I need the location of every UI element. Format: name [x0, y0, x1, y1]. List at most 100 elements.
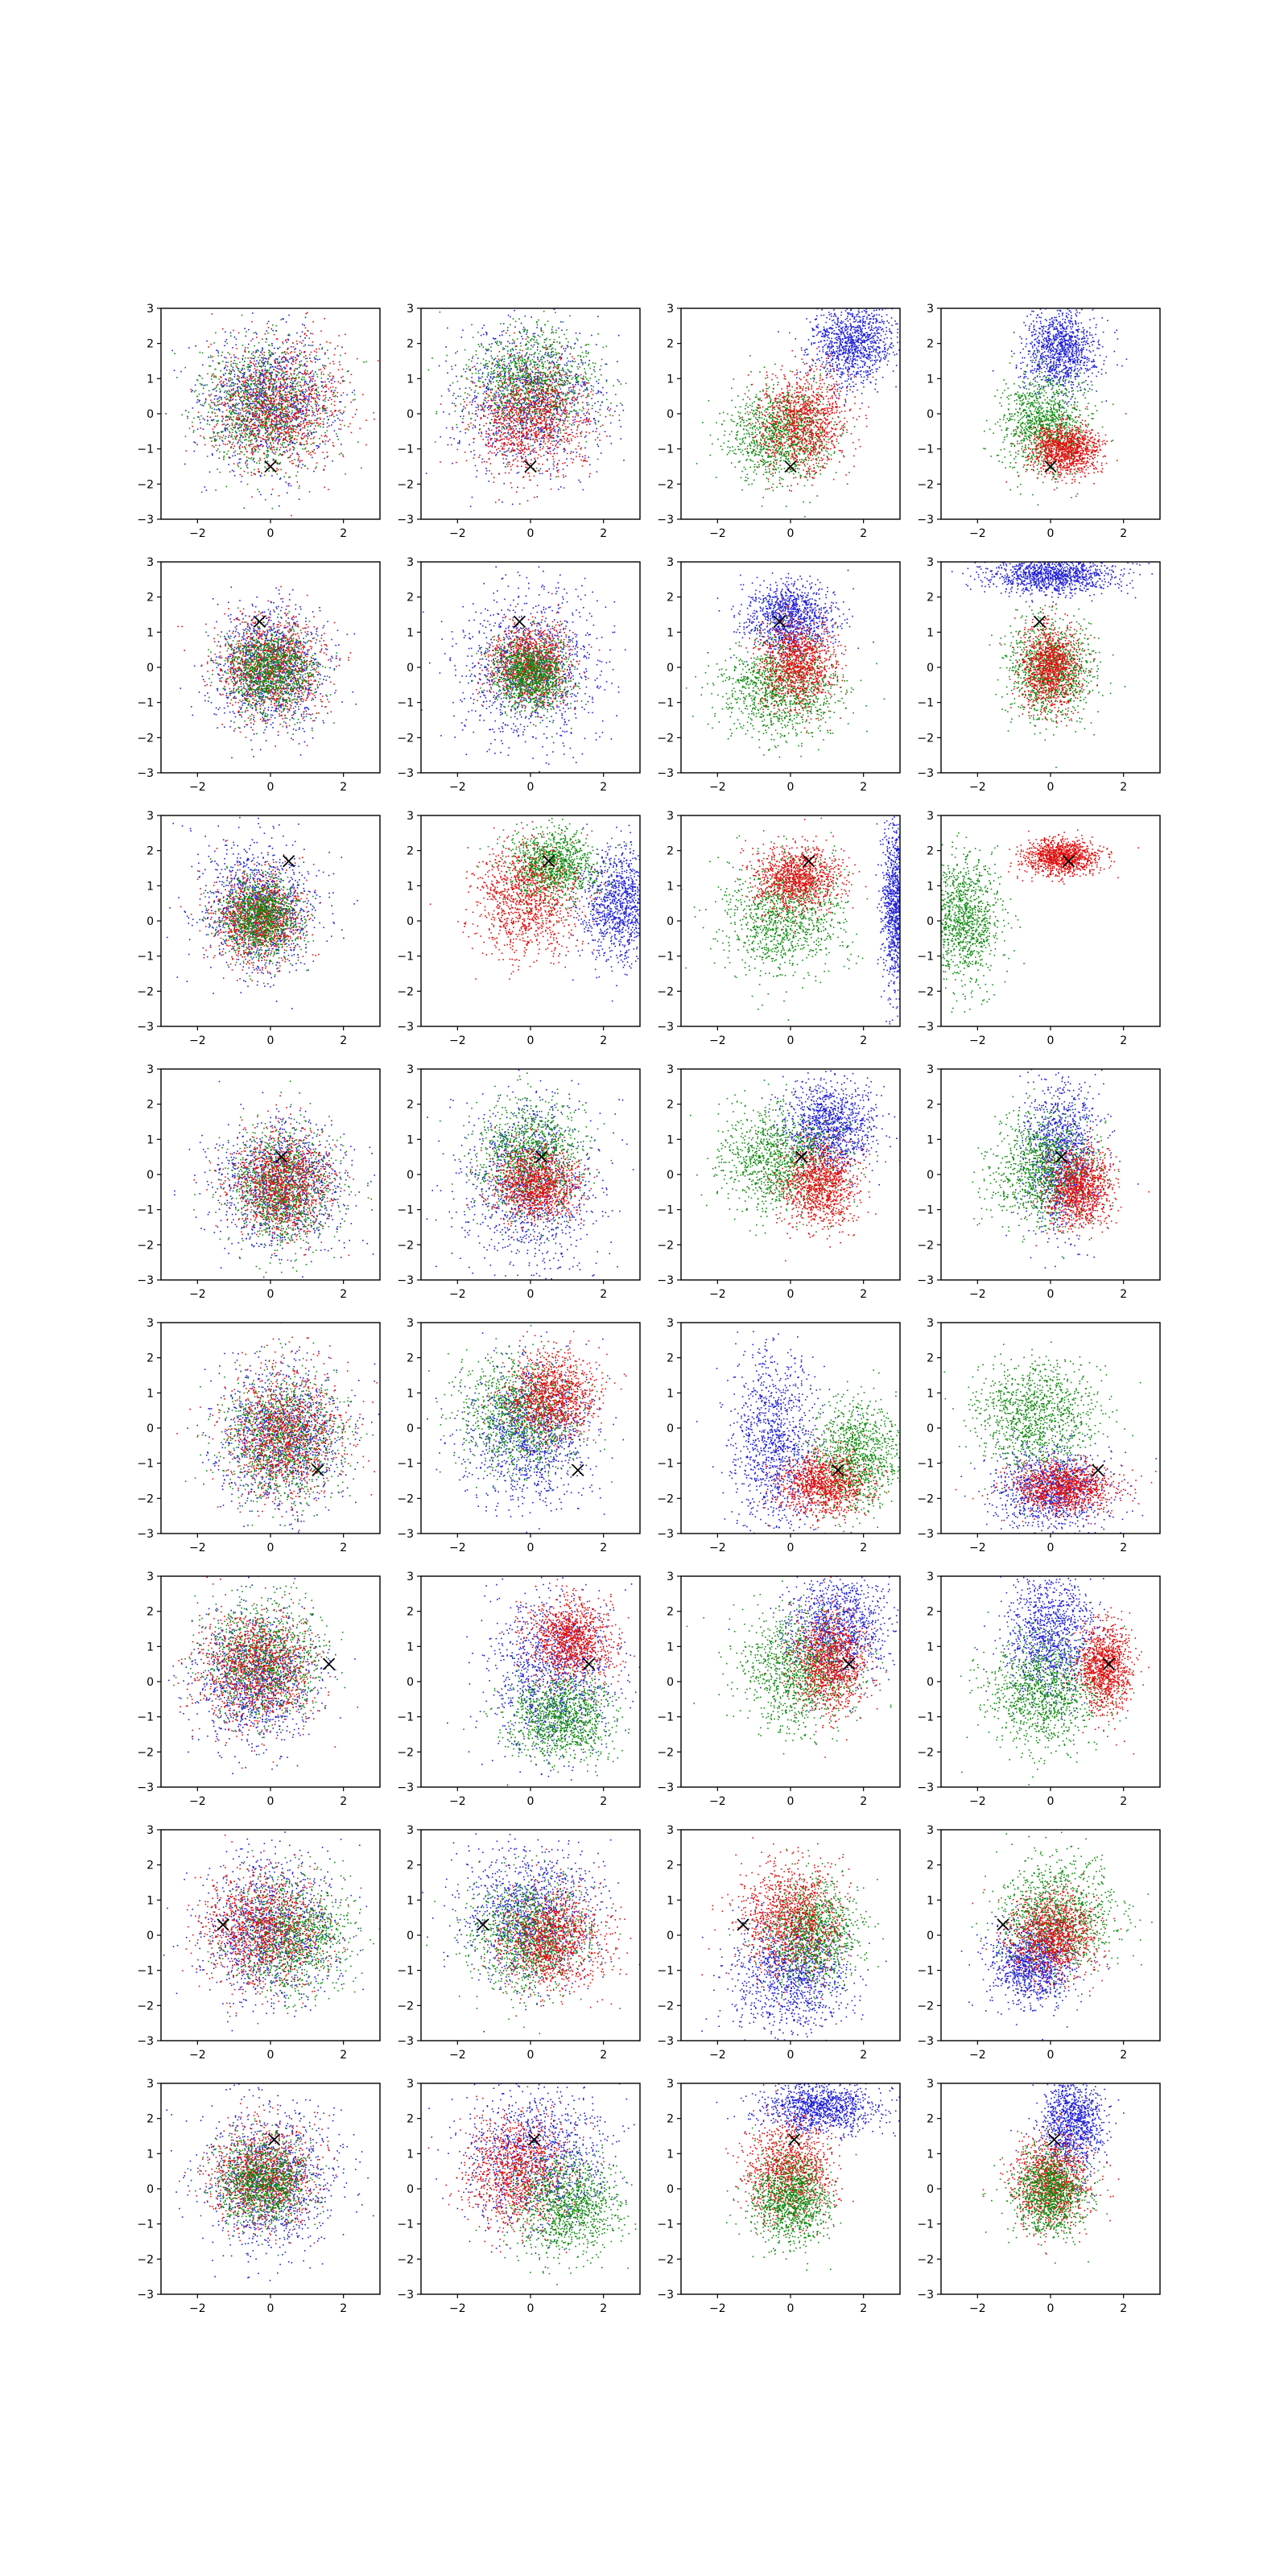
point	[212, 407, 213, 409]
point	[521, 399, 522, 401]
point	[233, 370, 235, 372]
point	[213, 342, 215, 344]
point	[543, 455, 545, 456]
point	[576, 332, 577, 334]
point	[262, 446, 263, 448]
point	[306, 410, 308, 411]
point	[287, 451, 288, 452]
point	[566, 362, 568, 364]
point	[585, 374, 587, 375]
point	[621, 405, 623, 407]
point	[530, 376, 532, 378]
point	[214, 404, 216, 406]
point	[225, 341, 226, 343]
point	[559, 428, 561, 430]
point	[285, 402, 287, 403]
point	[254, 461, 255, 463]
point	[476, 397, 477, 398]
point	[291, 485, 292, 487]
point	[241, 401, 242, 402]
point	[570, 361, 572, 362]
point	[264, 362, 266, 364]
point	[291, 405, 293, 407]
point	[227, 444, 229, 445]
point	[340, 424, 341, 426]
point	[311, 389, 312, 390]
point	[217, 405, 219, 407]
point	[251, 409, 253, 411]
point	[278, 417, 279, 419]
point	[260, 494, 262, 496]
point	[171, 350, 173, 352]
point	[257, 349, 258, 351]
point	[247, 397, 249, 398]
point	[290, 420, 291, 422]
point	[221, 381, 222, 382]
point	[228, 451, 229, 452]
point	[561, 399, 563, 401]
point	[503, 361, 505, 363]
point	[551, 349, 552, 350]
point	[272, 409, 274, 411]
point	[244, 446, 246, 448]
point	[254, 415, 255, 416]
point	[308, 389, 310, 390]
point	[334, 420, 336, 422]
point	[266, 338, 267, 340]
point	[308, 374, 310, 375]
point	[230, 448, 232, 449]
point	[250, 444, 251, 446]
point	[306, 408, 308, 410]
point	[324, 318, 325, 320]
point	[538, 369, 539, 371]
point	[495, 386, 497, 387]
point	[242, 390, 243, 391]
point	[202, 353, 204, 354]
point	[283, 366, 285, 368]
point	[560, 389, 562, 390]
point	[232, 444, 233, 445]
point	[315, 425, 316, 427]
point	[426, 473, 427, 474]
point	[251, 430, 253, 431]
point	[245, 448, 246, 450]
point	[299, 394, 301, 396]
point	[482, 458, 484, 460]
point	[462, 418, 464, 419]
point	[530, 349, 532, 350]
point	[500, 378, 502, 380]
point	[210, 355, 212, 357]
point	[298, 416, 299, 418]
point	[260, 426, 262, 427]
point	[294, 373, 295, 374]
point	[227, 429, 229, 431]
point	[245, 389, 246, 390]
point	[316, 385, 317, 386]
point	[252, 396, 254, 398]
point	[292, 443, 294, 444]
point	[165, 413, 167, 415]
point	[488, 384, 489, 386]
point	[270, 494, 272, 496]
point	[230, 394, 232, 396]
point	[224, 357, 225, 358]
point	[538, 335, 539, 336]
point	[537, 378, 539, 379]
point	[530, 316, 532, 318]
point	[208, 390, 210, 392]
point	[302, 413, 303, 415]
point	[266, 456, 267, 458]
point	[560, 486, 562, 488]
point	[264, 427, 266, 428]
point	[295, 392, 296, 394]
point	[601, 426, 602, 427]
point	[239, 414, 241, 415]
point	[522, 361, 523, 362]
point	[473, 424, 474, 426]
point	[271, 412, 273, 414]
scatter-points	[426, 305, 627, 507]
point	[221, 403, 223, 405]
point	[564, 383, 565, 385]
point	[287, 371, 288, 373]
point	[279, 387, 281, 389]
